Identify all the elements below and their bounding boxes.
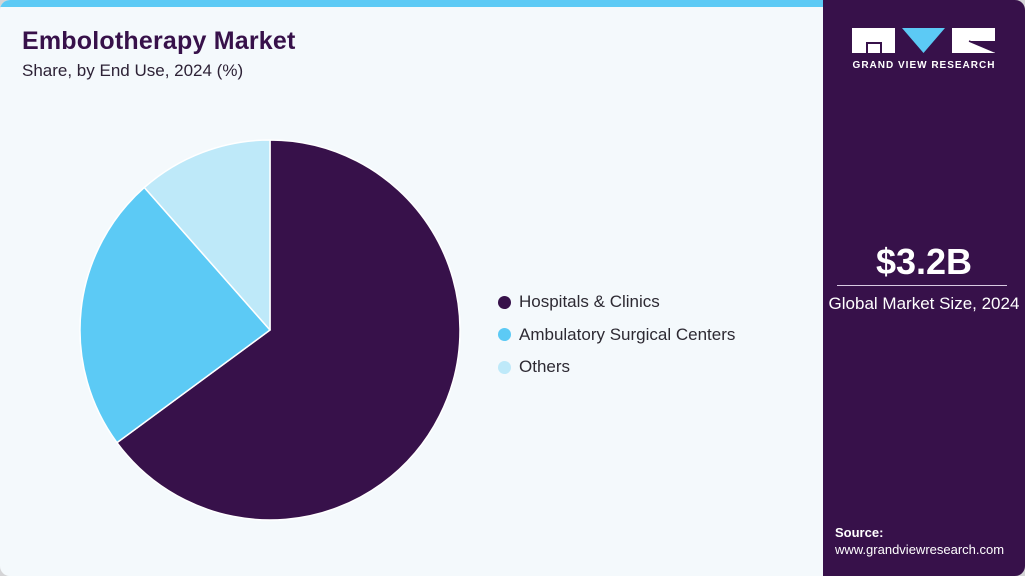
legend-label: Hospitals & Clinics [519,292,660,312]
source-label: Source: [835,525,884,540]
market-size-value: $3.2B [875,241,973,282]
legend-item-others: Others [498,351,735,384]
accent-bar [0,0,823,7]
legend-item-hospitals-clinics: Hospitals & Clinics [498,286,735,319]
pie-chart [79,139,461,521]
market-size-label: Global Market Size, 2024 [828,294,1020,313]
pie-slice-hospitals-clinics [116,139,461,521]
legend-label: Ambulatory Surgical Centers [519,324,736,344]
chart-panel: Embolotherapy Market Share, by End Use, … [0,0,823,521]
grand-view-research-logo-icon [852,28,995,53]
legend-dot-icon [498,328,511,342]
logo-text: GRAND VIEW RESEARCH [852,60,996,71]
chart-legend: Hospitals & Clinics Ambulatory Surgical … [498,286,735,384]
divider [837,285,1007,286]
source-link[interactable]: www.grandviewresearch.com [835,542,1005,557]
chart-subtitle: Share, by End Use, 2024 (%) [22,61,244,80]
pie-slice-others [143,139,271,331]
legend-item-ambulatory-surgical-centers: Ambulatory Surgical Centers [498,319,735,352]
info-sidebar: GRAND VIEW RESEARCH $3.2B Global Market … [823,0,1025,576]
legend-dot-icon [498,360,511,374]
legend-label: Others [519,357,571,377]
chart-title: Embolotherapy Market [22,27,296,55]
legend-dot-icon [498,295,511,309]
pie-slice-ambulatory-surgical-centers [79,186,271,444]
